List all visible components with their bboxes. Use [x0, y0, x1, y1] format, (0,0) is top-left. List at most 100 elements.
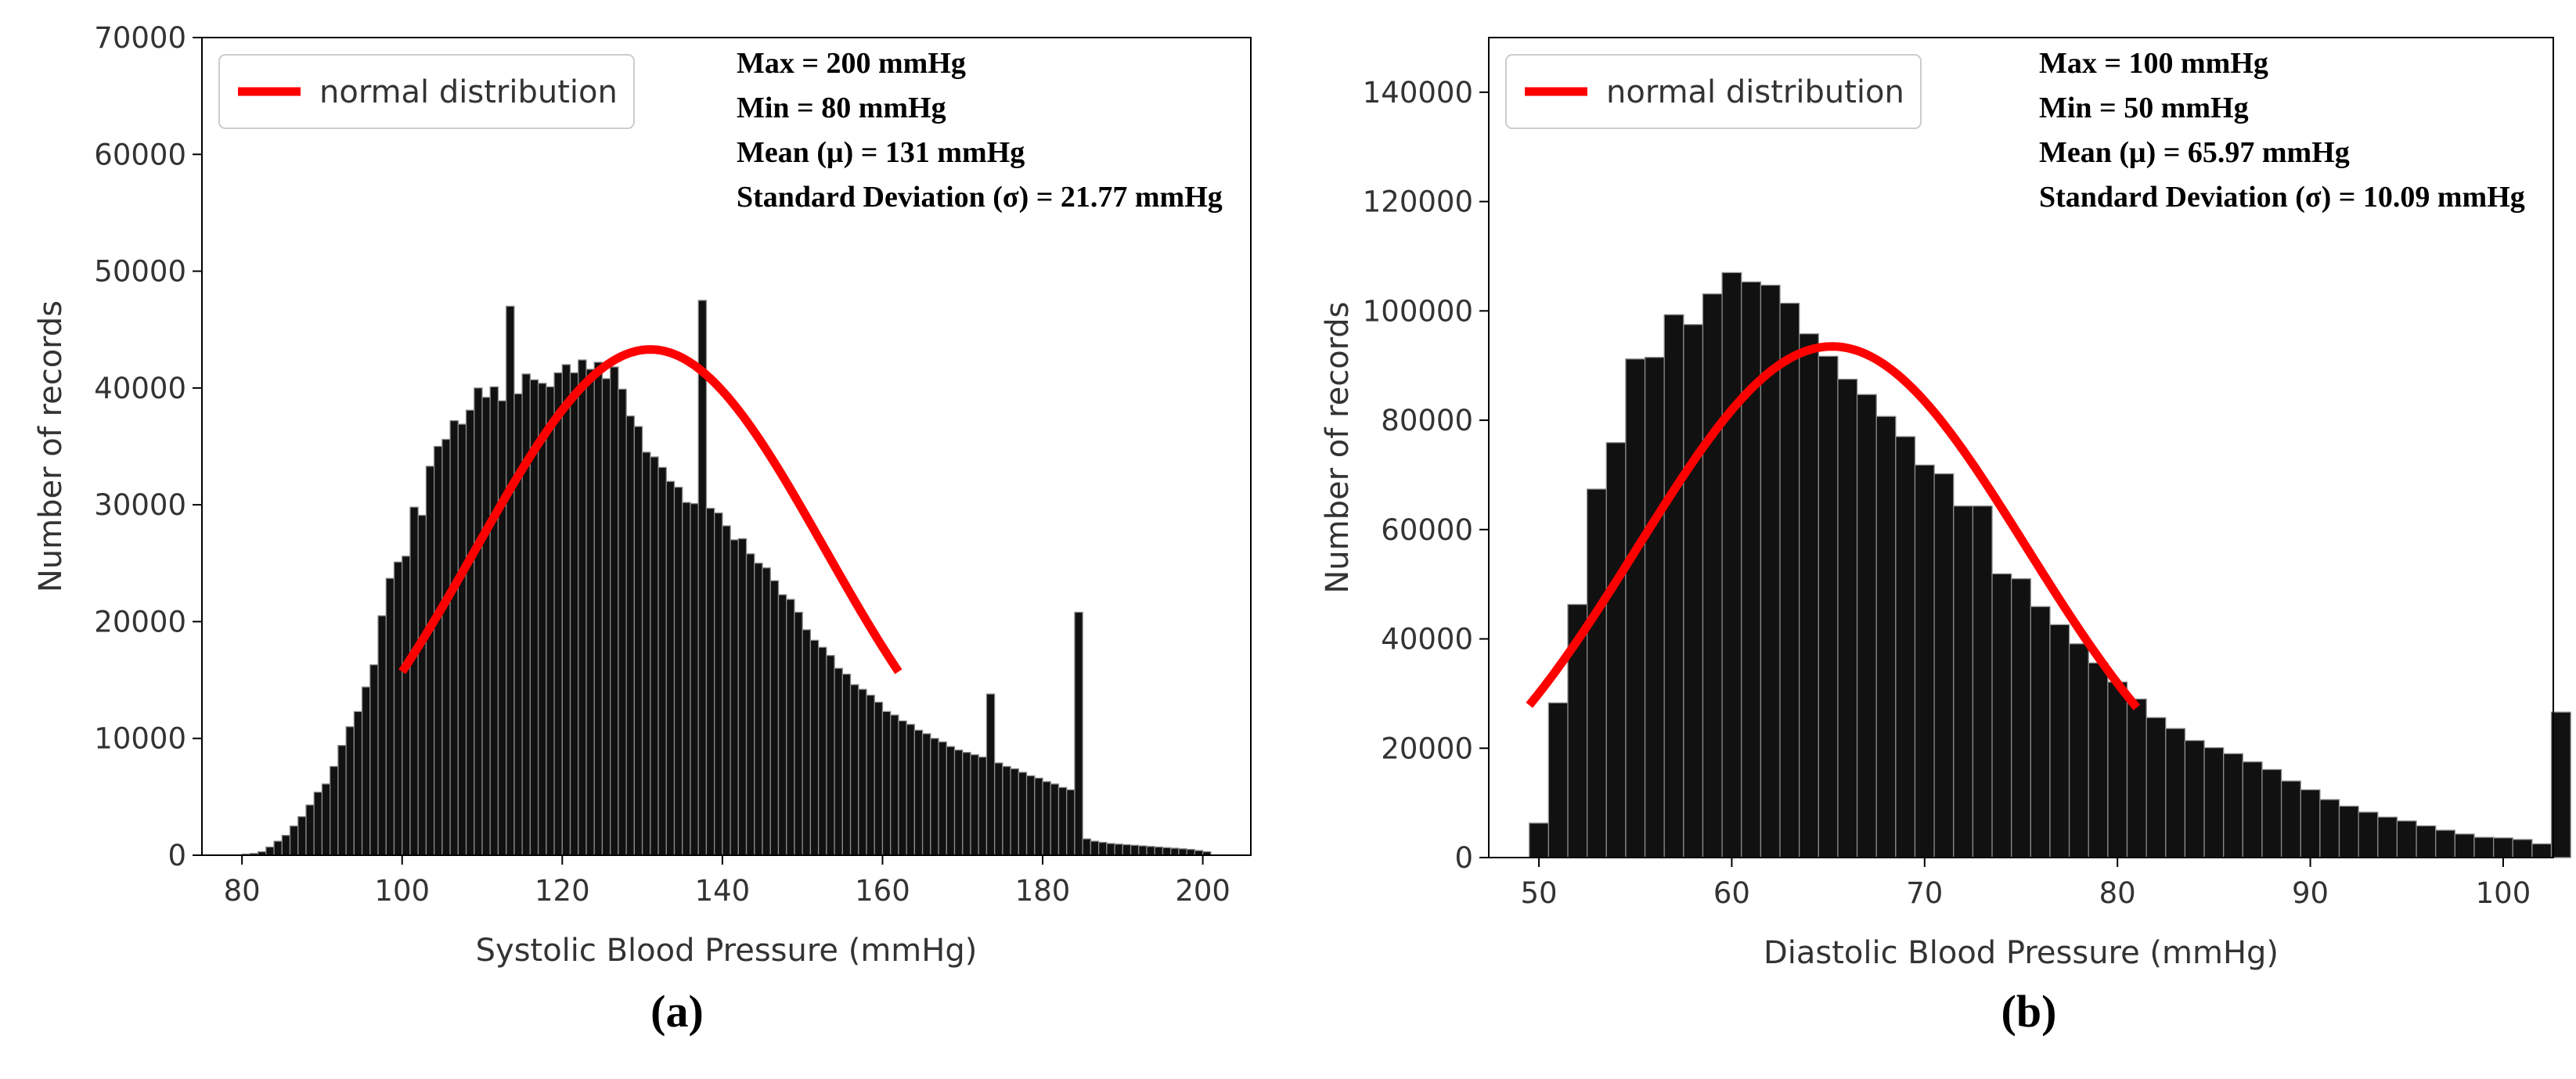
histogram-bar — [737, 538, 748, 856]
histogram-bar — [2107, 682, 2128, 858]
histogram-bar — [866, 694, 875, 856]
y-tick-label: 40000 — [1381, 623, 1473, 656]
histogram-bar — [593, 361, 603, 856]
histogram-bar — [1170, 847, 1180, 856]
histogram-bar — [1779, 302, 1800, 858]
histogram-bar — [441, 438, 451, 856]
legend-b: normal distribution — [1505, 54, 1922, 129]
y-tick-label: 120000 — [1363, 185, 1473, 219]
histogram-bar — [1114, 843, 1123, 856]
histogram-bar — [834, 667, 843, 856]
y-tick-label: 70000 — [94, 21, 186, 55]
histogram-bar — [1741, 281, 1762, 858]
histogram-bar — [330, 765, 339, 856]
histogram-bar — [730, 539, 739, 856]
histogram-bar — [921, 733, 931, 856]
histogram-bar — [817, 646, 827, 856]
histogram-bar — [2435, 829, 2455, 858]
histogram-bar — [369, 664, 379, 856]
histogram-bar — [2416, 825, 2437, 858]
x-axis-label-b: Diastolic Blood Pressure (mmHg) — [1764, 935, 2279, 971]
histogram-bar — [305, 804, 315, 856]
histogram-bar — [402, 556, 411, 856]
normal-distribution-curve — [1526, 342, 2141, 710]
histogram-bar — [2377, 816, 2398, 858]
histogram-bar — [650, 456, 659, 856]
histogram-bar — [433, 445, 443, 856]
histogram-bar — [625, 415, 636, 856]
histogram-bar — [1914, 464, 1935, 858]
histogram-bar — [569, 372, 579, 856]
y-tick-label: 60000 — [1381, 513, 1473, 547]
histogram-bar — [985, 693, 996, 856]
histogram-bar — [633, 426, 643, 856]
histogram-bar — [809, 639, 820, 856]
y-tick-label: 40000 — [94, 372, 186, 405]
legend-label-a: normal distribution — [319, 74, 618, 110]
histogram-bar — [337, 745, 347, 856]
chart-panel-a: 80 100 120 140 160 180 200 0 10000 20000 30000 4000… — [33, 21, 1252, 1037]
histogram-bar — [1025, 775, 1036, 856]
y-tick-label: 10000 — [94, 722, 186, 756]
histogram-bar — [578, 359, 587, 856]
histogram-bar — [2068, 643, 2089, 858]
stat-std-b: Standard Deviation (σ) = 10.09 mmHg — [2039, 181, 2525, 214]
histogram-bar — [1138, 845, 1147, 856]
histogram-bar — [1625, 358, 1646, 858]
x-tick-label: 80 — [2099, 876, 2136, 910]
histogram-bar — [1106, 843, 1115, 856]
histogram-bar — [874, 701, 884, 856]
histogram-bar — [417, 514, 427, 856]
histogram-bar — [2358, 811, 2379, 858]
histogram-bar — [1663, 314, 1684, 858]
legend-box-a — [218, 54, 635, 129]
x-tick-label: 80 — [224, 874, 261, 908]
y-tick-label: 20000 — [1381, 732, 1473, 765]
histogram-bar — [673, 487, 683, 856]
histogram-bar — [1162, 847, 1172, 856]
histogram-bar — [489, 386, 499, 856]
histogram-bar — [2473, 836, 2495, 858]
histogram-bar — [1605, 442, 1627, 858]
histogram-bar — [930, 738, 939, 856]
histogram-bar — [1683, 324, 1704, 858]
histogram-bar — [2126, 698, 2147, 858]
histogram-bar — [745, 553, 755, 856]
histogram-bar — [425, 466, 435, 856]
histogram-bar — [1547, 702, 1569, 858]
histogram-bar — [994, 762, 1003, 856]
histogram-bar — [2338, 805, 2359, 858]
histogram-bar — [618, 388, 627, 856]
histogram-bar — [682, 502, 691, 856]
histogram-bar — [962, 751, 971, 856]
histogram-bar — [690, 503, 699, 856]
legend-label-b: normal distribution — [1606, 74, 1904, 110]
histogram-bar — [465, 409, 475, 856]
histogram-bar — [913, 729, 924, 856]
histogram-bar — [2030, 606, 2051, 858]
x-tick-label: 100 — [374, 874, 430, 908]
stat-mean-b: Mean (μ) = 65.97 mmHg — [2039, 136, 2350, 169]
histogram-bar — [953, 749, 964, 856]
stat-max-b: Max = 100 mmHg — [2039, 47, 2268, 80]
histogram-bar — [906, 724, 916, 856]
axis-ticks-b: 50 60 70 80 90 100 0 20000 40000 60000 80000 100000… — [1363, 76, 2531, 910]
stat-min-b: Min = 50 mmHg — [2039, 92, 2249, 124]
histogram-bar — [1721, 272, 1742, 858]
histogram-bar — [858, 689, 867, 856]
chart-panel-b: 50 60 70 80 90 100 0 20000 40000 60000 80000 100000… — [1320, 37, 2571, 1037]
histogram-bar — [385, 577, 395, 856]
histogram-bar — [1991, 573, 2012, 858]
histogram-bar — [1034, 777, 1043, 856]
histogram-bar — [1186, 848, 1196, 856]
histogram-bar — [361, 686, 371, 856]
histogram-bar — [970, 754, 979, 856]
histogram-bar — [777, 594, 787, 856]
histogram-bar — [826, 655, 835, 856]
stats-annotation-a: Max = 200 mmHg Min = 80 mmHg Mean (μ) = … — [737, 47, 1223, 214]
histogram-bar — [1146, 846, 1155, 856]
histogram-bar — [2049, 624, 2070, 858]
normal-distribution-curve — [398, 345, 903, 674]
histogram-bar — [449, 420, 459, 856]
histogram-bar — [946, 746, 956, 856]
